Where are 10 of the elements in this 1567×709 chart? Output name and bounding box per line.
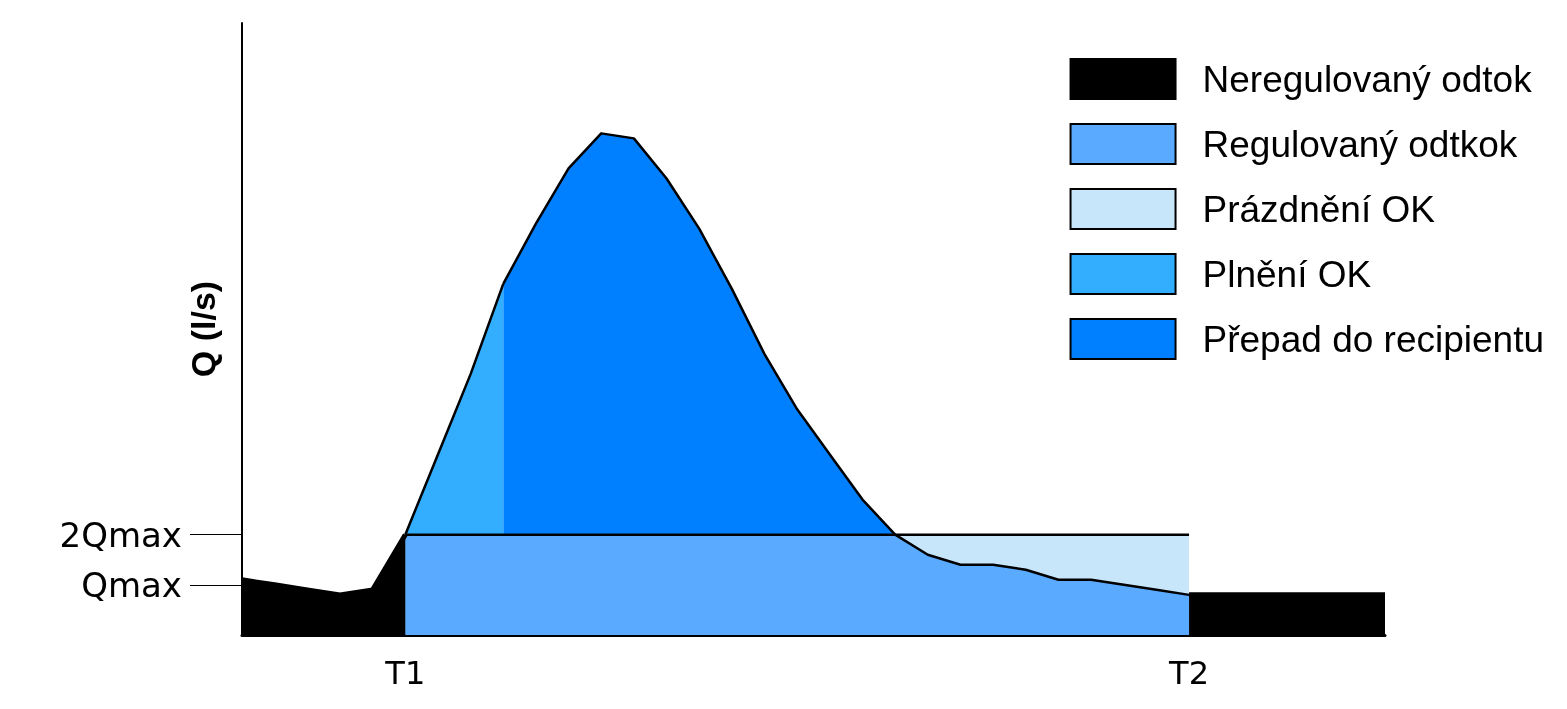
ref-line-label: Qmax [81,564,182,605]
legend-label: Plnění OK [1202,253,1372,295]
legend-label: Neregulovaný odtok [1202,58,1533,100]
ref-line-label: 2Qmax [59,514,182,555]
y-axis-title: Q (l/s) [184,280,222,378]
legend-label: Regulovaný odtkok [1202,123,1518,165]
legend-label: Prázdnění OK [1202,188,1436,230]
x-tick-label: T1 [384,654,426,692]
x-tick-label: T2 [1168,654,1210,692]
legend-label: Přepad do recipientu [1202,318,1545,360]
